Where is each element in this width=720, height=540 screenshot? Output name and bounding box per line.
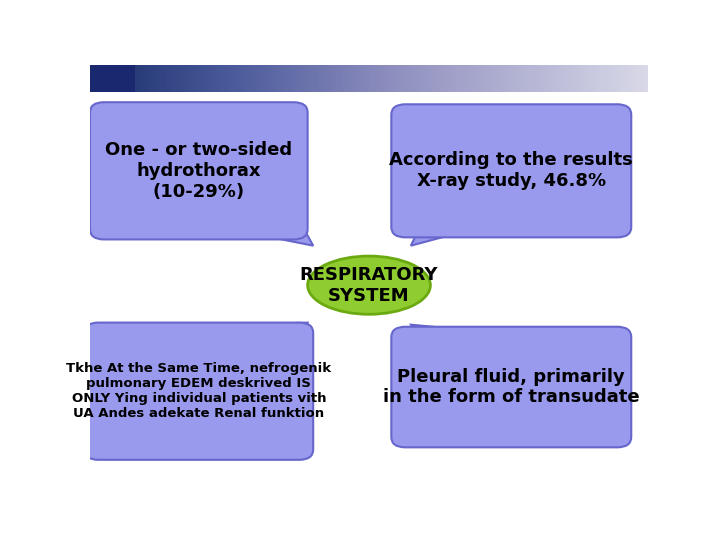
Ellipse shape <box>307 256 431 314</box>
FancyBboxPatch shape <box>392 327 631 447</box>
FancyBboxPatch shape <box>90 65 135 92</box>
Polygon shape <box>280 322 307 342</box>
Polygon shape <box>276 220 313 246</box>
Polygon shape <box>411 218 448 246</box>
Text: Pleural fluid, primarily
in the form of transudate: Pleural fluid, primarily in the form of … <box>383 368 639 407</box>
Text: One - or two-sided
hydrothorax
(10-29%): One - or two-sided hydrothorax (10-29%) <box>105 141 292 201</box>
Text: RESPIRATORY
SYSTEM: RESPIRATORY SYSTEM <box>300 266 438 305</box>
Polygon shape <box>411 325 441 347</box>
FancyBboxPatch shape <box>90 102 307 239</box>
FancyBboxPatch shape <box>392 104 631 238</box>
Text: Tkhe At the Same Time, nefrogenik
pulmonary EDEM deskrived IS
ONLY Ying individu: Tkhe At the Same Time, nefrogenik pulmon… <box>66 362 331 420</box>
Text: According to the results
X-ray study, 46.8%: According to the results X-ray study, 46… <box>390 151 633 190</box>
FancyBboxPatch shape <box>84 322 313 460</box>
